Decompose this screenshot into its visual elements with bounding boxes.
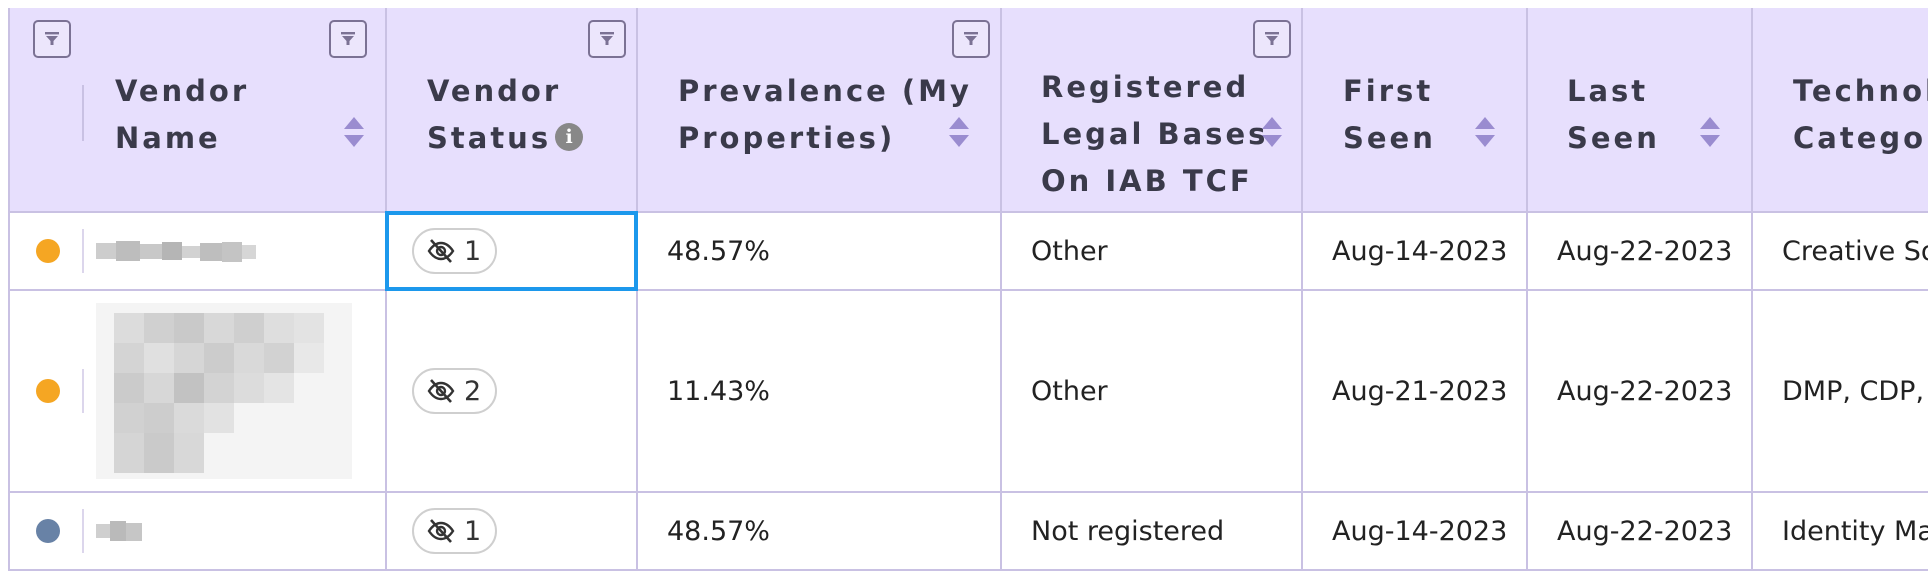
table-row[interactable]: 1 48.57% Other Aug-14-2023 Aug-22-2023 C…: [8, 211, 1928, 291]
header-label: Vendor Name: [115, 74, 250, 155]
last-seen-cell: Aug-22-2023: [1527, 212, 1753, 291]
prevalence-cell: 48.57%: [637, 212, 1002, 291]
eye-slash-icon: [427, 379, 455, 403]
header-label: First Seen: [1343, 74, 1436, 155]
filter-icon[interactable]: [33, 20, 71, 58]
cell-divider: [82, 229, 84, 273]
hidden-count-pill[interactable]: 1: [412, 508, 498, 554]
indicator-cell: [8, 290, 82, 493]
first-seen-cell: Aug-21-2023: [1302, 290, 1528, 493]
cell-divider: [82, 369, 84, 413]
legal-bases-cell: Not registered: [1001, 492, 1303, 571]
header-label: Registered Legal Bases On IAB TCF: [1041, 70, 1269, 198]
first-seen-cell: Aug-14-2023: [1302, 492, 1528, 571]
indicator-cell: [8, 212, 82, 291]
info-icon[interactable]: i: [555, 123, 584, 151]
eye-slash-icon: [427, 519, 455, 543]
first-seen-cell: Aug-14-2023: [1302, 212, 1528, 291]
filter-icon[interactable]: [329, 20, 367, 58]
redacted-vendor-name: [96, 521, 142, 541]
last-seen-cell: Aug-22-2023: [1527, 290, 1753, 493]
technology-categories-cell: Identity Management: [1752, 492, 1928, 571]
header-indicator: [8, 8, 82, 213]
redacted-vendor-logo: [96, 303, 352, 479]
vendor-name-cell[interactable]: [82, 492, 387, 571]
technology-categories-cell: DMP, CDP, Analytics: [1752, 290, 1928, 493]
indicator-cell: [8, 492, 82, 571]
legal-bases-cell: Other: [1001, 290, 1303, 493]
header-first-seen[interactable]: First Seen: [1302, 8, 1528, 213]
vendor-name-cell[interactable]: [82, 290, 387, 493]
status-dot: [36, 379, 60, 403]
header-vendor-name[interactable]: Vendor Name: [82, 8, 387, 213]
header-label: Vendor Status i: [427, 68, 584, 162]
vendor-name-cell[interactable]: [82, 212, 387, 291]
status-dot: [36, 519, 60, 543]
column-divider: [82, 85, 84, 141]
prevalence-cell: 48.57%: [637, 492, 1002, 571]
header-label: Prevalence (My Properties): [678, 74, 972, 155]
status-dot: [36, 239, 60, 263]
cell-divider: [82, 509, 84, 553]
last-seen-cell: Aug-22-2023: [1527, 492, 1753, 571]
sort-icon[interactable]: [1699, 115, 1721, 149]
table-row[interactable]: 2 11.43% Other Aug-21-2023 Aug-22-2023 D…: [8, 290, 1928, 493]
sort-icon[interactable]: [1474, 115, 1496, 149]
sort-icon[interactable]: [343, 115, 365, 149]
column-divider: [1751, 85, 1753, 141]
vendor-status-cell[interactable]: 2: [386, 290, 638, 493]
header-last-seen[interactable]: Last Seen: [1527, 8, 1753, 213]
header-legal-bases[interactable]: Registered Legal Bases On IAB TCF: [1001, 8, 1303, 213]
filter-icon[interactable]: [952, 20, 990, 58]
sort-icon[interactable]: [948, 115, 970, 149]
header-label: Technology Categories: [1793, 74, 1928, 155]
table-row[interactable]: 1 48.57% Not registered Aug-14-2023 Aug-…: [8, 492, 1928, 571]
redacted-vendor-name: [96, 241, 256, 262]
hidden-count-pill[interactable]: 2: [412, 368, 498, 414]
vendor-status-cell[interactable]: 1: [385, 211, 638, 291]
legal-bases-cell: Other: [1001, 212, 1303, 291]
table-header-row: Vendor Name Vendor Status i: [8, 8, 1928, 213]
vendor-table: Vendor Name Vendor Status i: [8, 8, 1928, 571]
filter-icon[interactable]: [588, 20, 626, 58]
eye-slash-icon: [427, 239, 455, 263]
header-prevalence[interactable]: Prevalence (My Properties): [637, 8, 1002, 213]
header-vendor-status[interactable]: Vendor Status i: [386, 8, 638, 213]
vendor-status-cell[interactable]: 1: [386, 492, 638, 571]
header-label: Last Seen: [1567, 74, 1660, 155]
prevalence-cell: 11.43%: [637, 290, 1002, 493]
sort-icon[interactable]: [1261, 115, 1283, 149]
filter-icon[interactable]: [1253, 20, 1291, 58]
header-technology-categories[interactable]: Technology Categories: [1751, 8, 1928, 213]
hidden-count-pill[interactable]: 1: [412, 228, 498, 274]
technology-categories-cell: Creative Solutions: [1752, 212, 1928, 291]
